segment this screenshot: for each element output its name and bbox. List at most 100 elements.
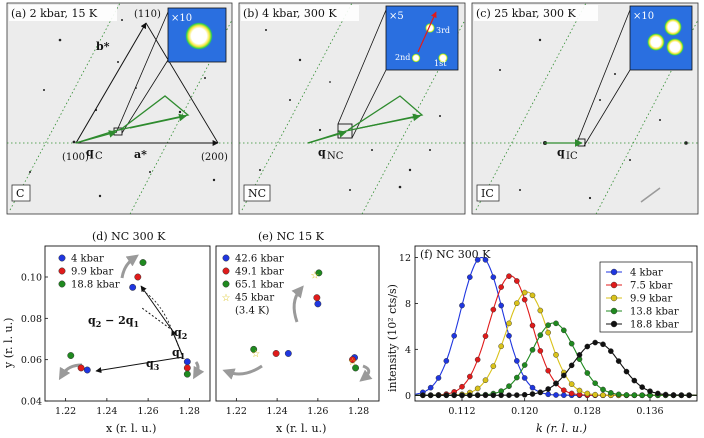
- f-curve-point: [568, 381, 575, 387]
- e-point: [313, 294, 321, 302]
- f-curve-point: [561, 327, 567, 334]
- f-legend-marker: [610, 320, 618, 328]
- e-point: [314, 300, 322, 308]
- d-ytick-label: 0.04: [21, 397, 42, 408]
- f-curve-point: [498, 343, 504, 350]
- f-curve-point: [521, 362, 528, 368]
- d-point: [77, 364, 85, 372]
- f-curve-point: [451, 332, 457, 339]
- f-curve-point: [678, 392, 685, 398]
- panel-d-vectors: [58, 254, 205, 381]
- f-curve-point: [670, 392, 677, 398]
- f-curve-point: [514, 278, 520, 284]
- e-xtick-label: 1.22: [226, 406, 247, 417]
- f-curve-point: [427, 392, 434, 399]
- d-legend-label: 4 kbar: [71, 254, 104, 265]
- f-curve-point: [615, 358, 622, 364]
- f-curve-point: [529, 347, 536, 353]
- f-curve-point: [521, 391, 528, 398]
- panel-a-h110: (110): [134, 9, 161, 20]
- f-legend-label: 13.8 kbar: [630, 307, 679, 318]
- panel-e-frame: [215, 245, 380, 402]
- panel-c-inset-zoom: ×10: [633, 11, 654, 22]
- panel-b-spots: [259, 29, 451, 191]
- e-legend-label: 42.6 kbar: [235, 254, 284, 265]
- f-curve-point: [514, 374, 520, 381]
- panel-b-corner-label: NC: [248, 187, 266, 200]
- f-curve-point: [482, 257, 489, 263]
- f-curve-point: [490, 306, 497, 313]
- panel-a-title: (a) 2 kbar, 15 K: [11, 7, 98, 20]
- panel-c-title: (c) 25 kbar, 300 K: [476, 7, 577, 20]
- f-legend-label: 9.9 kbar: [630, 294, 673, 305]
- d-legend-label: 18.8 kbar: [71, 280, 120, 291]
- f-ytick-label: 12: [399, 253, 411, 264]
- e-point-star: ☆: [310, 270, 319, 281]
- f-curve-point: [521, 375, 528, 381]
- f-curve-point: [521, 289, 528, 296]
- f-curve-point: [482, 377, 489, 384]
- f-curve-point: [529, 322, 536, 329]
- f-curve-point: [615, 391, 622, 398]
- panel-b: ×5 3rd 2nd 1st (b) 4 kbar, 300 K q NC NC: [238, 2, 466, 215]
- f-curve-point: [568, 340, 575, 347]
- panel-d-frame: [44, 245, 211, 402]
- f-curve-point: [474, 257, 481, 263]
- f-curve-point: [561, 392, 567, 398]
- panel-e: (e) NC 15 K 1.22 1.24 1.26 1.28 x (r. l. u.…: [215, 230, 380, 435]
- f-curve-point: [631, 377, 638, 384]
- f-curve-point: [435, 392, 442, 399]
- panel-b-inset-zoom: ×5: [389, 11, 404, 22]
- panel-e-legend: 42.6 kbar 49.1 kbar 65.1 kbar ☆ 45 kbar (3.4 …: [222, 254, 284, 317]
- e-xtick-label: 1.26: [307, 406, 328, 417]
- panel-a-q: q: [86, 146, 94, 159]
- panel-f-frame: [414, 245, 698, 402]
- e-legend-marker: [222, 280, 230, 288]
- d-point: [183, 364, 191, 372]
- f-curve-point: [529, 384, 536, 391]
- e-point: [352, 364, 360, 372]
- panel-d-annot-q2: q2: [174, 326, 187, 341]
- d-xtick-label: 1.26: [138, 406, 159, 417]
- f-curve-point: [490, 363, 497, 369]
- f-ytick-label: 0: [405, 391, 411, 402]
- d-legend-marker: [58, 267, 66, 275]
- panel-a-h100: (100): [62, 152, 89, 163]
- e-legend-marker: ☆: [222, 293, 231, 304]
- f-curve-point: [592, 391, 598, 398]
- f-legend-marker: [610, 294, 618, 302]
- panel-e-points: ☆ ☆ ☆: [250, 269, 360, 372]
- f-curve-point: [459, 392, 465, 399]
- panel-b-order-1st: 1st: [434, 59, 447, 68]
- f-curve-point: [482, 392, 489, 399]
- f-curve-point: [545, 322, 551, 328]
- panel-e-gray-arrows: [222, 285, 373, 382]
- d-point: [67, 352, 75, 359]
- f-legend-marker: [610, 307, 618, 315]
- panel-d-annot-q2m2q1: q2 − 2q1: [88, 314, 139, 329]
- f-curve-point: [537, 332, 544, 338]
- f-curve-point: [506, 392, 512, 399]
- panel-f-xticks: 0.112 0.120 0.128 0.136: [448, 398, 664, 417]
- f-ytick-label: 8: [405, 299, 411, 310]
- f-legend-label: 4 kbar: [630, 268, 663, 279]
- f-curve-point: [600, 386, 606, 393]
- panel-d-legend: 4 kbar 9.9 kbar 18.8 kbar: [58, 254, 120, 291]
- panel-b-title: (b) 4 kbar, 300 K: [243, 7, 337, 20]
- d-point: [134, 273, 142, 281]
- e-legend-marker: [222, 254, 230, 262]
- panel-f-legend: 4 kbar 7.5 kbar 9.9 kbar 13.8 kbar 18.8 kbar: [599, 261, 693, 333]
- f-curve-point: [623, 392, 630, 398]
- f-curve-point: [490, 274, 497, 280]
- panel-a-astar: a*: [134, 148, 147, 161]
- e-legend-label: 49.1 kbar: [235, 267, 284, 278]
- d-point: [139, 259, 147, 266]
- f-curve-point: [639, 384, 645, 390]
- f-legend-marker: [610, 281, 618, 289]
- f-curve-point: [459, 383, 465, 390]
- d-point: [183, 370, 191, 378]
- panel-f-xlabel: k (r. l. u.): [536, 422, 587, 435]
- f-ytick-label: 4: [405, 345, 411, 356]
- f-curve-point: [514, 392, 520, 398]
